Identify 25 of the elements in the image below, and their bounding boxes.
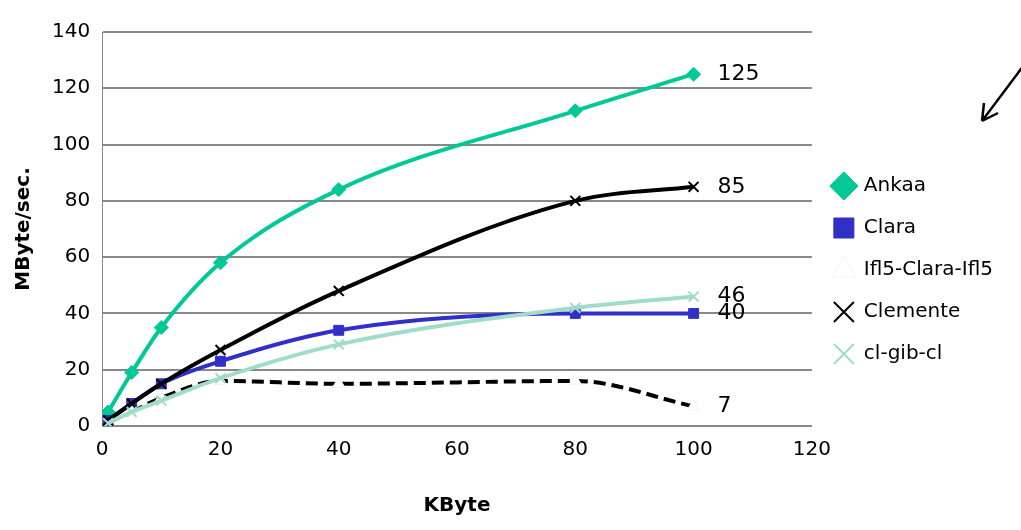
legend-label: cl-gib-cl — [863, 340, 943, 365]
x-tick-label: 20 — [207, 436, 234, 461]
legend-label: Clemente — [863, 298, 961, 323]
y-tick-label: 0 — [77, 412, 91, 437]
x-tick-label: 0 — [95, 436, 109, 461]
y-tick-label: 120 — [51, 74, 91, 99]
y-tick-label: 140 — [51, 18, 91, 43]
legend-label: Ankaa — [863, 172, 926, 197]
legend-label: Clara — [863, 214, 917, 239]
y-tick-label: 100 — [51, 130, 91, 155]
data-label: 85 — [717, 172, 746, 198]
y-axis-title: MByte/sec. — [10, 167, 35, 291]
x-axis-title: KByte — [423, 492, 491, 517]
x-tick-label: 40 — [326, 436, 352, 461]
data-label: 125 — [717, 59, 760, 85]
data-label: 7 — [717, 392, 732, 418]
x-tick-label: 100 — [674, 436, 713, 461]
y-tick-label: 60 — [64, 243, 91, 268]
legend-label: Ifl5-Clara-Ifl5 — [863, 256, 994, 281]
x-tick-label: 80 — [562, 436, 589, 461]
y-tick-label: 80 — [64, 187, 91, 212]
x-tick-label: 120 — [792, 436, 831, 461]
x-tick-label: 60 — [444, 436, 470, 461]
y-tick-label: 20 — [64, 355, 91, 380]
y-tick-label: 40 — [64, 299, 91, 324]
